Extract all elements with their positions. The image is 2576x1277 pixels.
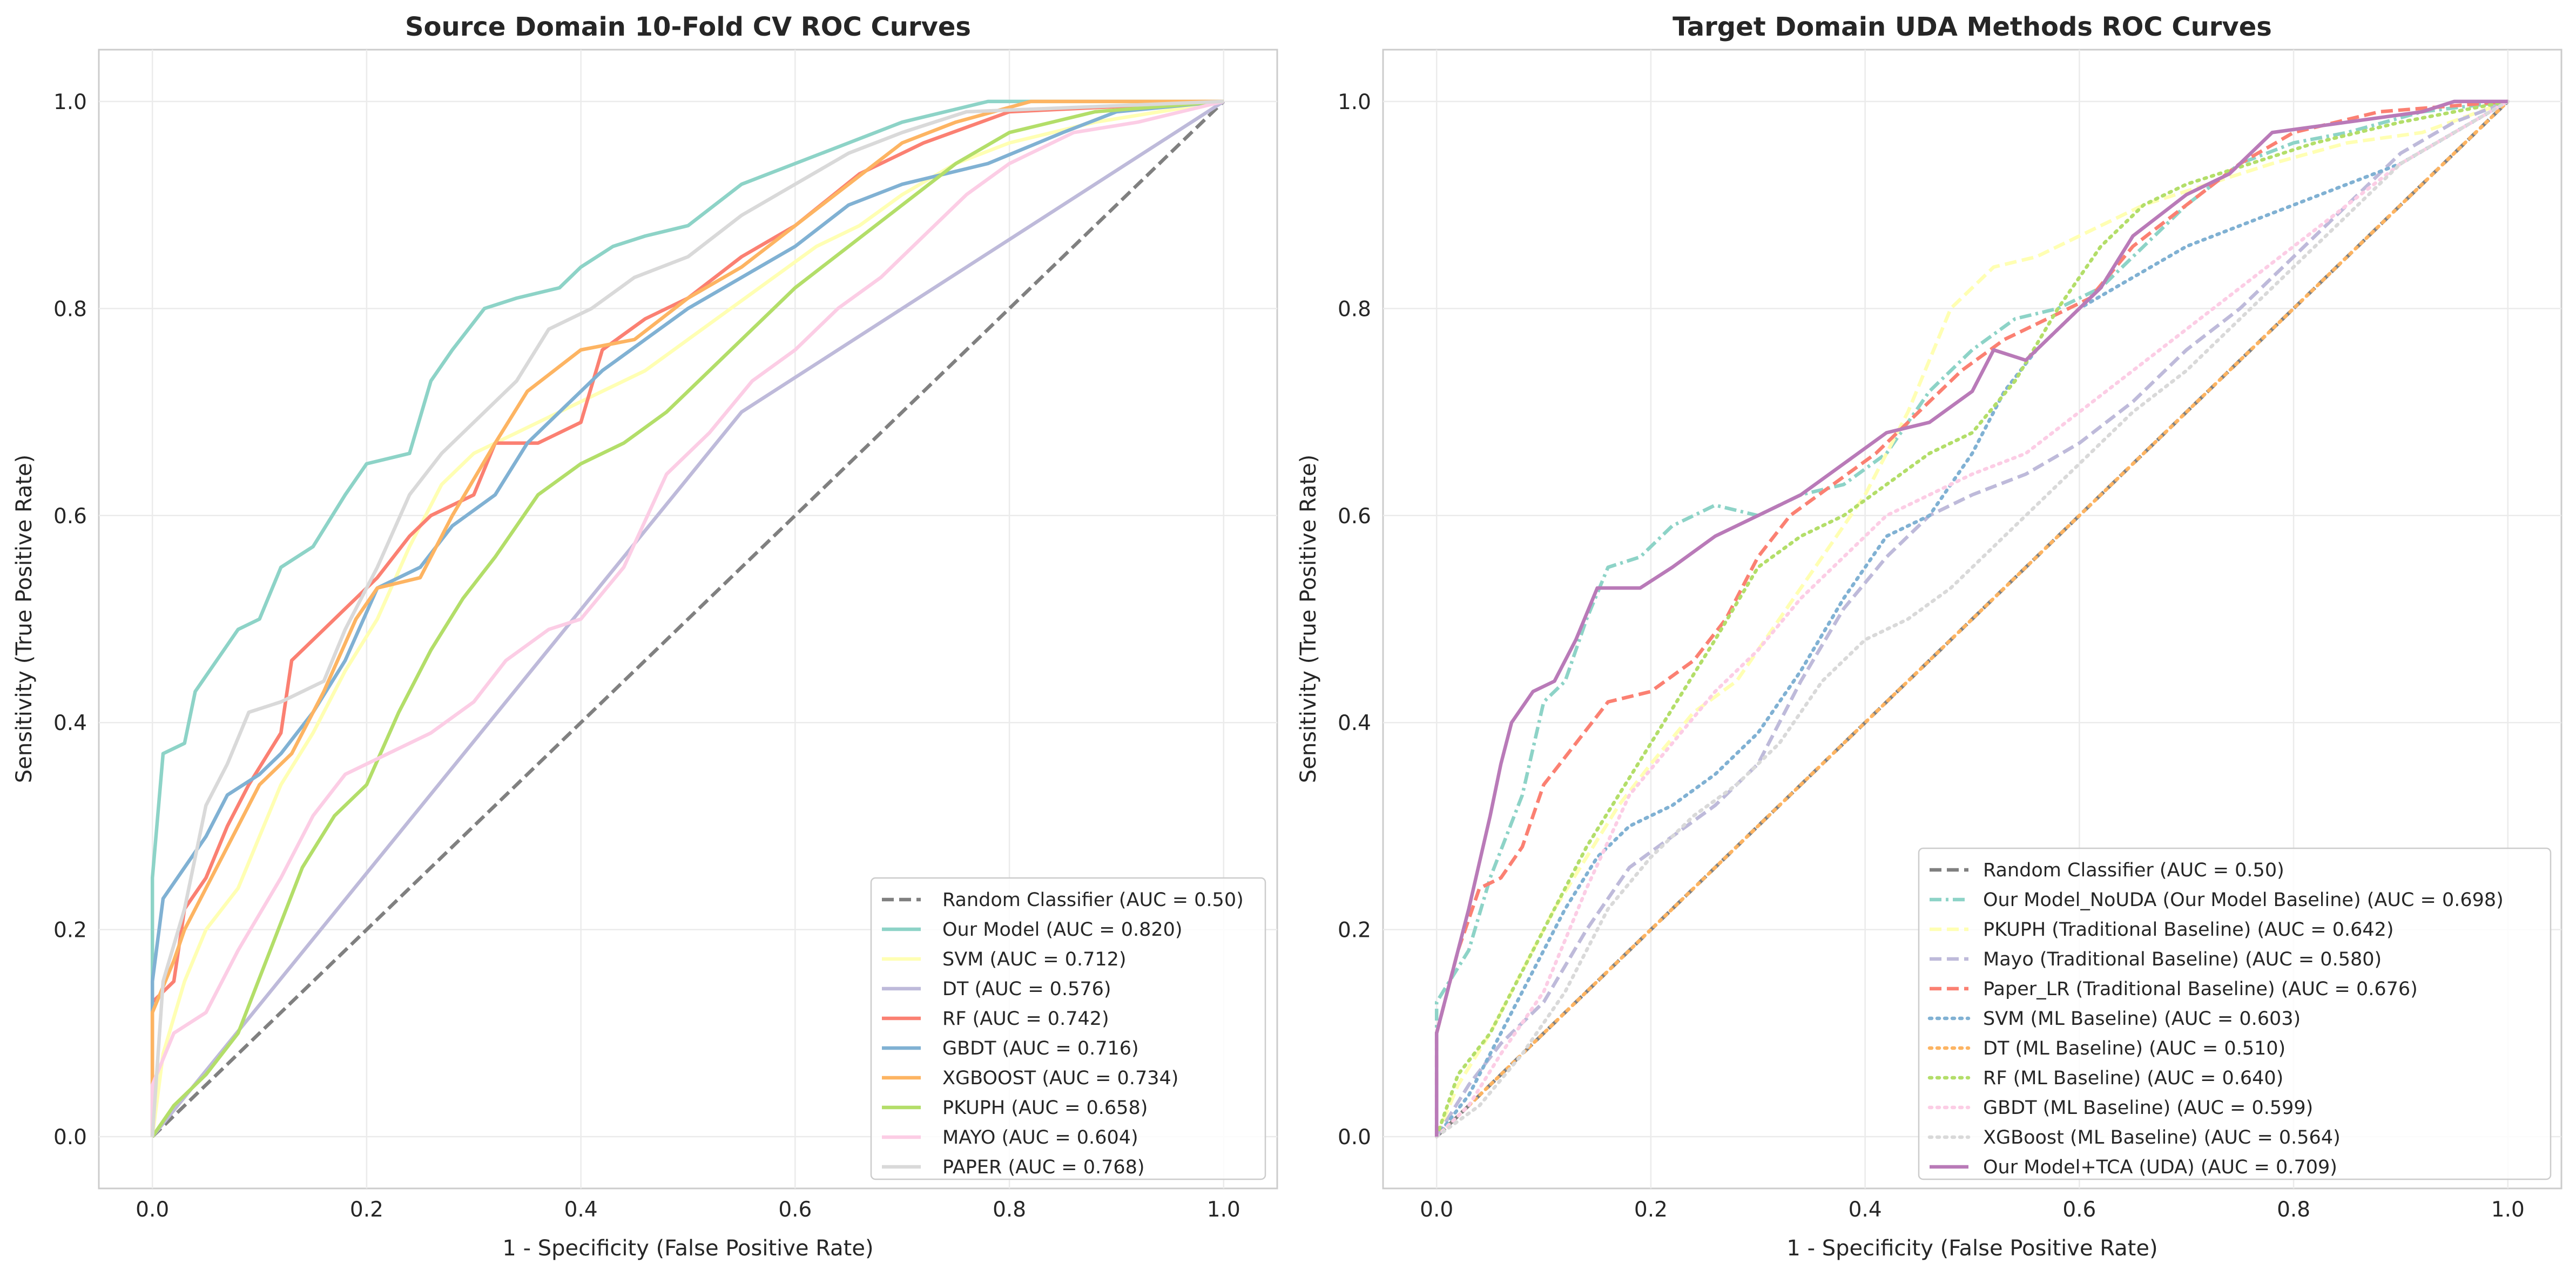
legend-label: GBDT (ML Baseline) (AUC = 0.599) [1983, 1097, 2313, 1119]
roc-curve-3 [1435, 99, 2508, 1138]
roc-curve-7 [1434, 99, 2510, 1139]
y-axis-label: Sensitivity (True Positive Rate) [12, 455, 37, 783]
chart-title: Target Domain UDA Methods ROC Curves [1673, 12, 2272, 42]
legend-label: XGBOOST (AUC = 0.734) [942, 1067, 1178, 1089]
legend-label: Our Model (AUC = 0.820) [942, 919, 1183, 941]
legend-label: Our Model_NoUDA (Our Model Baseline) (AU… [1983, 889, 2504, 911]
legend: Random Classifier (AUC = 0.50) Our Model … [870, 877, 1266, 1180]
roc-curve-1 [150, 99, 1224, 1137]
x-tick-label: 0.2 [350, 1198, 383, 1222]
y-tick-label: 0.2 [53, 918, 87, 943]
x-tick-label: 0.8 [2277, 1198, 2310, 1222]
roc-curve-5 [1434, 99, 2510, 1139]
legend-label: Paper_LR (Traditional Baseline) (AUC = 0… [1983, 978, 2418, 1000]
y-tick-label: 0.0 [53, 1125, 87, 1150]
roc-curve-4 [150, 99, 1224, 1137]
roc-curve-9 [150, 99, 1224, 1137]
x-tick-label: 0.2 [1634, 1198, 1668, 1222]
y-tick-label: 1.0 [53, 90, 87, 114]
x-tick-label: 0.4 [1849, 1198, 1882, 1222]
x-tick-label: 0.0 [1420, 1198, 1453, 1222]
legend: Random Classifier (AUC = 0.50) Our Model_… [1918, 847, 2552, 1180]
legend-frame [870, 877, 1266, 1180]
roc-curve-9 [1434, 99, 2510, 1139]
legend-label: Mayo (Traditional Baseline) (AUC = 0.580… [1983, 949, 2382, 970]
legend-label: XGBoost (ML Baseline) (AUC = 0.564) [1983, 1127, 2341, 1148]
y-tick-label: 0.2 [1338, 918, 1371, 943]
x-tick-label: 0.6 [2062, 1198, 2096, 1222]
x-tick-label: 0.8 [993, 1198, 1026, 1222]
roc-curve-10 [1434, 99, 2508, 1137]
legend-label: PAPER (AUC = 0.768) [942, 1157, 1145, 1178]
roc-curve-8 [150, 99, 1224, 1137]
y-tick-label: 1.0 [1338, 90, 1371, 114]
y-tick-label: 0.6 [1338, 504, 1371, 529]
y-tick-label: 0.0 [1338, 1125, 1371, 1150]
legend-label: MAYO (AUC = 0.604) [942, 1127, 1138, 1148]
y-axis-label: Sensitivity (True Positive Rate) [1296, 455, 1321, 783]
roc-curve-6 [150, 99, 1224, 1137]
roc-curve-8 [1434, 99, 2510, 1139]
roc-curve-2 [150, 99, 1224, 1137]
legend-label: DT (ML Baseline) (AUC = 0.510) [1983, 1038, 2285, 1059]
x-tick-label: 1.0 [1207, 1198, 1240, 1222]
legend-label: PKUPH (Traditional Baseline) (AUC = 0.64… [1983, 919, 2394, 941]
y-tick-label: 0.6 [53, 504, 87, 529]
legend-label: RF (ML Baseline) (AUC = 0.640) [1983, 1067, 2283, 1089]
x-tick-label: 0.6 [778, 1198, 812, 1222]
roc-curve-6 [1434, 99, 2510, 1139]
legend-label: PKUPH (AUC = 0.658) [942, 1097, 1148, 1119]
chart-title: Source Domain 10-Fold CV ROC Curves [405, 12, 971, 42]
y-tick-label: 0.8 [53, 297, 87, 321]
roc-curve-0 [151, 100, 1225, 1138]
x-tick-label: 0.4 [564, 1198, 598, 1222]
legend-frame [1918, 847, 2552, 1180]
legend-label: Random Classifier (AUC = 0.50) [942, 889, 1244, 911]
legend-label: SVM (ML Baseline) (AUC = 0.603) [1983, 1008, 2301, 1030]
legend-label: GBDT (AUC = 0.716) [942, 1038, 1139, 1059]
legend-label: SVM (AUC = 0.712) [942, 949, 1127, 970]
legend-label: DT (AUC = 0.576) [942, 978, 1111, 1000]
x-tick-label: 1.0 [2491, 1198, 2525, 1222]
y-tick-label: 0.4 [53, 711, 87, 735]
x-axis-label: 1 - Specificity (False Positive Rate) [1786, 1236, 2157, 1261]
legend-label: Our Model+TCA (UDA) (AUC = 0.709) [1983, 1157, 2337, 1178]
legend-label: RF (AUC = 0.742) [942, 1008, 1109, 1030]
roc-curve-3 [151, 100, 1225, 1138]
roc-curve-5 [150, 99, 1224, 1137]
legend-label: Random Classifier (AUC = 0.50) [1983, 860, 2284, 881]
roc-curve-7 [151, 99, 1224, 1138]
target-uda-roc-chart: 0.0 0.2 0.4 0.6 0.8 1.0 0.0 0.2 0.4 0.6 0.8 1.0 Tar… [1296, 12, 2562, 1261]
x-tick-label: 0.0 [136, 1198, 169, 1222]
source-roc-chart: 0.0 0.2 0.4 0.6 0.8 1.0 0.0 0.2 0.4 0.6 0.8 1.0 Sou… [12, 12, 1278, 1261]
y-tick-label: 0.8 [1338, 297, 1371, 321]
y-tick-label: 0.4 [1338, 711, 1371, 735]
x-axis-label: 1 - Specificity (False Positive Rate) [502, 1236, 873, 1261]
